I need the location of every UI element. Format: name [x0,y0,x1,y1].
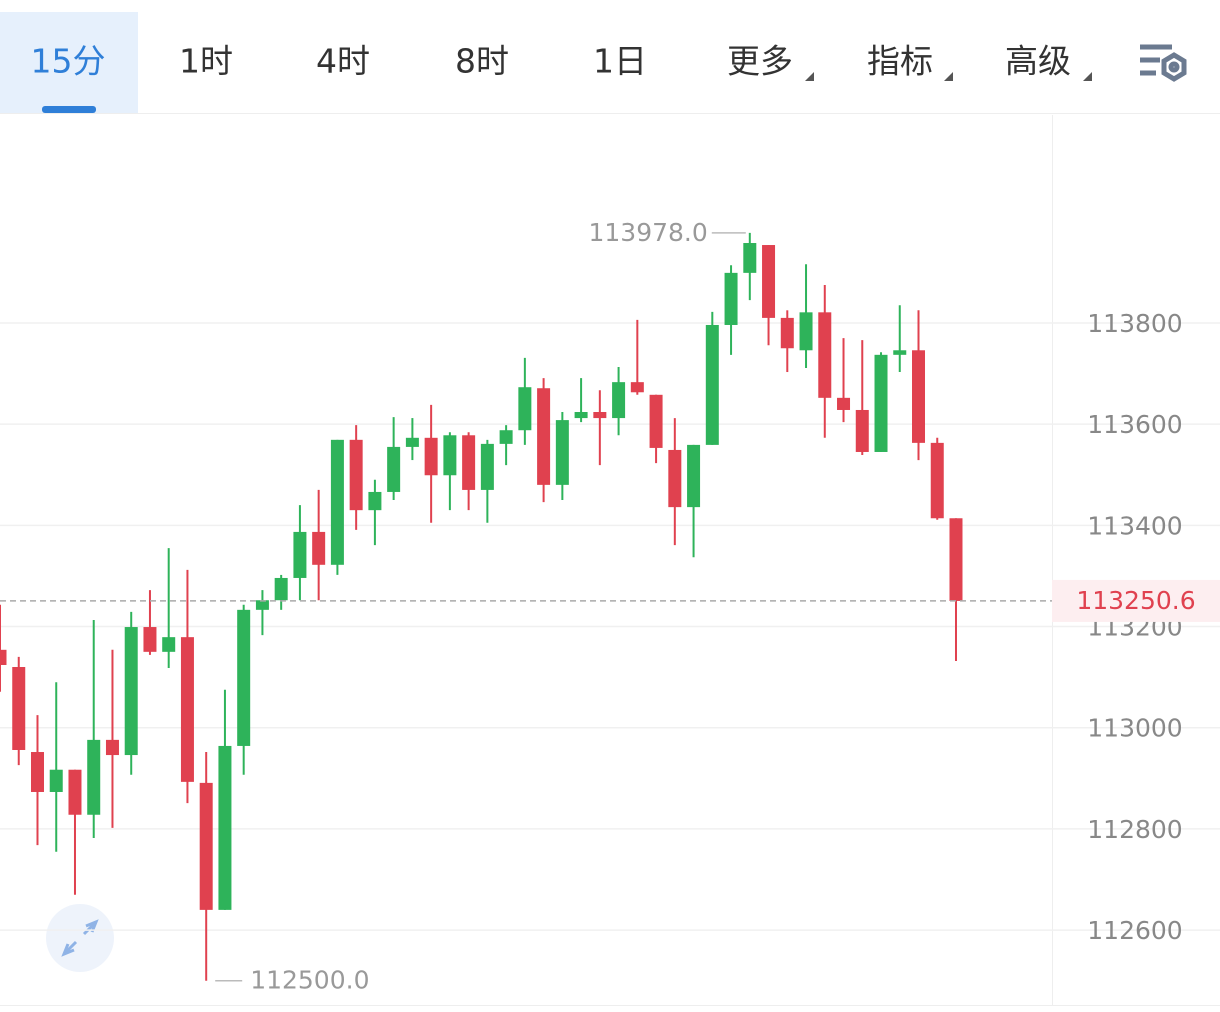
dropdown-caret [944,72,953,81]
candle-body [387,446,401,492]
candle-body [462,435,476,490]
candle-body [499,430,513,444]
candle-body [443,435,457,476]
last-price-label: 113250.6 [1076,586,1195,615]
candle-body [218,745,232,910]
candle-body [780,317,794,349]
max-label: 113978.0 [589,218,708,247]
dropdown-caret [805,72,814,81]
expand-icon [61,919,99,957]
candle-body [649,394,663,448]
candle-body [555,420,569,485]
candle-body [724,272,738,325]
candle-body [12,667,26,750]
candle-body [255,600,269,610]
settings-icon[interactable] [1140,44,1187,82]
candle-body [799,312,813,351]
candle-body [912,350,926,443]
candle-body [180,637,194,782]
candle-body [893,350,907,355]
candle-body [949,518,963,601]
y-tick-label: 113800 [1087,309,1182,338]
candle-body [405,437,419,447]
y-tick-label: 113000 [1087,714,1182,743]
candle-body [330,439,344,565]
tab[interactable]: 8时 [455,42,509,81]
candle-body [312,531,326,565]
candle-body [105,739,119,756]
tab[interactable]: 1日 [593,42,647,81]
candle-body [368,491,382,511]
candle-body [87,739,101,815]
candle-body [424,437,438,476]
candle-body [518,387,532,431]
tab[interactable]: 指标 [867,42,933,81]
candle-body [0,649,7,665]
candle-body [818,312,832,398]
dropdown-caret [1083,72,1092,81]
y-tick-label: 113400 [1087,511,1182,540]
tab[interactable]: 1时 [179,42,233,81]
candle-body [762,245,776,318]
candle-body [124,627,138,756]
active-tab-bg [0,12,138,113]
candle-body [855,409,869,452]
candle-body [349,439,363,511]
y-tick-label: 112600 [1087,916,1182,945]
candle-body [274,577,288,601]
candle-body [874,354,888,452]
candle-body [68,769,82,815]
candle-body [837,397,851,410]
tab[interactable]: 更多 [727,42,793,81]
y-tick-label: 112800 [1087,815,1182,844]
y-tick-label: 113600 [1087,410,1182,439]
candle-body [480,443,494,490]
tab[interactable]: 15分 [31,42,106,81]
tab[interactable]: 高级 [1005,42,1071,81]
candle-body [49,769,63,792]
candle-body [199,782,213,910]
candle-body [537,388,551,485]
candle-body [237,609,251,746]
candle-body [143,627,157,652]
candle-body [162,637,176,652]
candle-body [705,324,719,445]
candle-body [668,449,682,508]
candle-body [612,382,626,419]
tab[interactable]: 4时 [316,42,370,81]
candle-body [743,243,757,273]
expand-button[interactable] [46,904,114,972]
min-label: 112500.0 [250,966,369,995]
candle-body [630,382,644,393]
active-tab-indicator [42,106,96,113]
candle-body [293,531,307,578]
candle-body [687,444,701,508]
candle-body [574,412,588,419]
candle-body [930,442,944,519]
candle-body [593,412,607,419]
candle-body [30,752,44,792]
last-price-bg [1052,579,1220,622]
